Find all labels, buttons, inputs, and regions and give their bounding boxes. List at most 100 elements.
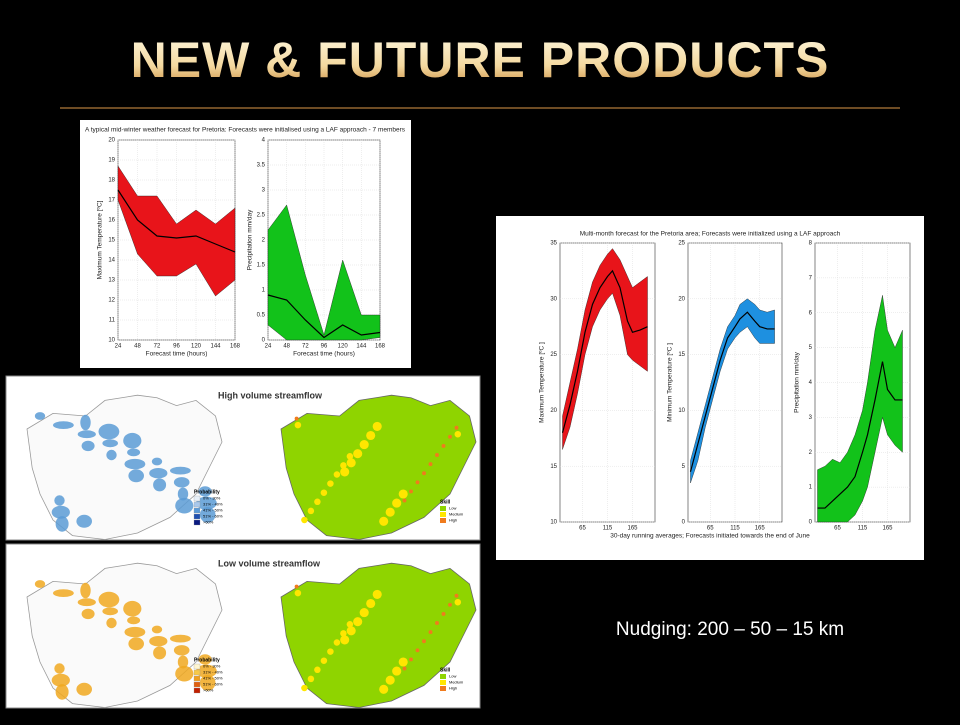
y-tick-label: 11 — [109, 318, 116, 324]
legend-swatch — [440, 518, 446, 523]
map-region — [177, 655, 189, 669]
map-outline — [280, 562, 477, 708]
map-region — [196, 664, 217, 678]
map-region — [379, 684, 389, 694]
map-region — [415, 480, 420, 485]
y-tick-label: 16 — [108, 218, 115, 224]
y-tick-label: 30 — [550, 296, 557, 302]
legend-label: 41% - 50% — [203, 508, 223, 513]
map-region — [53, 589, 74, 597]
map-region — [34, 412, 46, 420]
y-axis-label: Minimum Temperature [ºC ] — [667, 343, 674, 422]
skill-map — [280, 394, 477, 540]
x-tick-label: 24 — [265, 344, 272, 350]
map-region — [301, 516, 308, 524]
y-tick-label: 7 — [809, 275, 813, 281]
y-tick-label: 5 — [682, 464, 686, 470]
y-tick-label: 0 — [809, 520, 813, 526]
map-region — [151, 457, 163, 466]
map-region — [307, 675, 315, 683]
y-tick-label: 6 — [809, 310, 813, 316]
legend-swatch — [440, 686, 446, 691]
legend-swatch — [193, 681, 201, 688]
map-region — [153, 478, 167, 492]
y-tick-label: 10 — [550, 520, 557, 526]
y-tick-label: 2.5 — [257, 213, 266, 219]
map-region — [196, 496, 217, 510]
y-tick-label: 1.5 — [257, 263, 266, 269]
map-region — [346, 453, 354, 460]
legend-label: >60% — [203, 520, 214, 525]
map-region — [409, 489, 413, 494]
map-title: Low volume streamflow — [218, 558, 321, 568]
map-region — [314, 498, 321, 506]
map-region — [340, 630, 347, 637]
map-region — [55, 684, 69, 700]
map-region — [153, 646, 167, 660]
x-tick-label: 115 — [858, 526, 868, 532]
range-band — [267, 204, 381, 341]
map-region — [294, 589, 302, 597]
map-region — [124, 626, 146, 638]
map-region — [124, 458, 146, 470]
mean-line — [267, 294, 381, 339]
map-region — [307, 507, 315, 515]
y-axis-label: Maximum Temperature [ºC] — [97, 200, 104, 279]
map-region — [294, 421, 302, 429]
legend-label: 0% - 30% — [203, 496, 221, 501]
map-region — [199, 675, 216, 691]
map-region — [366, 598, 376, 609]
map-region — [366, 430, 376, 441]
x-tick-label: 120 — [338, 344, 349, 350]
x-tick-label: 24 — [115, 344, 122, 350]
y-tick-label: 12 — [108, 298, 115, 304]
x-tick-label: 48 — [283, 344, 290, 350]
mean-line — [689, 311, 775, 472]
map-region — [372, 589, 382, 599]
x-tick-label: 165 — [882, 526, 893, 532]
x-tick-label: 144 — [210, 344, 221, 350]
y-tick-label: 20 — [108, 138, 115, 144]
map-region — [76, 514, 92, 528]
map-region — [128, 469, 144, 483]
legend-label: 0% - 30% — [203, 664, 221, 669]
map-region — [106, 449, 117, 461]
y-tick-label: 15 — [550, 464, 557, 470]
map-region — [51, 673, 70, 687]
y-tick-label: 10 — [108, 338, 115, 344]
y-tick-label: 2 — [262, 238, 266, 244]
y-tick-label: 4 — [809, 380, 813, 386]
map-region — [198, 654, 212, 665]
map-region — [340, 462, 347, 469]
map-region — [428, 630, 433, 635]
map-region — [77, 598, 96, 607]
map-region — [127, 448, 141, 457]
map-region — [422, 471, 426, 476]
map-region — [435, 621, 439, 625]
legend-title: Skill — [440, 667, 451, 673]
legend-swatch — [193, 687, 201, 694]
map-region — [149, 636, 168, 647]
legend-swatch — [193, 501, 201, 508]
map-region — [314, 666, 321, 674]
map-region — [340, 635, 350, 645]
range-band — [817, 295, 903, 523]
range-band — [117, 165, 236, 297]
x-tick-label: 65 — [579, 526, 586, 532]
map-region — [392, 498, 402, 508]
mean-line — [117, 189, 236, 253]
map-region — [379, 516, 389, 526]
y-tick-label: 5 — [809, 345, 813, 351]
y-tick-label: 0 — [682, 520, 686, 526]
y-tick-label: 14 — [108, 258, 115, 264]
x-axis-label: Forecast time (hours) — [293, 351, 355, 358]
probability-map — [26, 394, 223, 540]
map-region — [441, 443, 446, 448]
y-tick-label: 17 — [108, 198, 115, 204]
map-region — [454, 598, 462, 606]
map-region — [170, 634, 191, 643]
chart-title: A typical mid-winter weather forecast fo… — [85, 127, 406, 134]
map-region — [123, 432, 142, 449]
map-region — [454, 425, 459, 430]
